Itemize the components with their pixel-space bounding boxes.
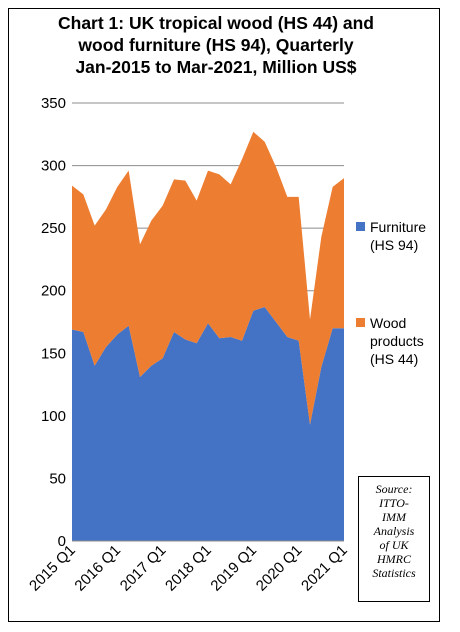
source-line: Analysis	[373, 524, 415, 538]
title-line-2: wood furniture (HS 94), Quarterly	[78, 35, 354, 55]
y-tick-label: 200	[41, 283, 66, 300]
y-tick-label: 50	[49, 470, 66, 487]
x-tick-label: 2016 Q1	[71, 542, 124, 595]
source-line: ITTO-	[379, 496, 409, 510]
legend-label: (HS 94)	[370, 237, 418, 253]
source-line: HMRC	[377, 552, 411, 566]
y-tick-label: 350	[41, 95, 66, 112]
legend-label: (HS 44)	[370, 351, 418, 367]
x-tick-label: 2021 Q1	[298, 542, 351, 595]
x-tick-label: 2019 Q1	[207, 542, 260, 595]
title-line-3: Jan-2015 to Mar-2021, Million US$	[75, 57, 357, 77]
stacked-areas	[72, 131, 344, 541]
y-tick-label: 300	[41, 158, 66, 175]
chart-title: Chart 1: UK tropical wood (HS 44) and wo…	[20, 12, 412, 78]
legend-label: products	[370, 333, 424, 349]
y-tick-label: 0	[58, 533, 66, 550]
title-line-1: Chart 1: UK tropical wood (HS 44) and	[58, 13, 374, 33]
series-area-1	[72, 131, 344, 425]
legend-label: Wood	[370, 315, 406, 331]
x-tick-label: 2018 Q1	[162, 542, 215, 595]
legend-label: Furniture	[370, 219, 426, 235]
x-tick-label: 2017 Q1	[117, 542, 170, 595]
legend-swatch	[356, 318, 365, 327]
x-tick-label: 2020 Q1	[253, 542, 306, 595]
series-area-0	[72, 306, 344, 541]
y-tick-label: 250	[41, 220, 66, 237]
y-tick-label: 150	[41, 345, 66, 362]
legend-swatch	[356, 222, 365, 231]
source-line: Statistics	[372, 566, 416, 580]
source-line: IMM	[382, 510, 406, 524]
y-tick-label: 100	[41, 408, 66, 425]
source-note: Source: ITTO- IMM Analysis of UK HMRC St…	[358, 476, 430, 602]
y-axis-ticks: 0 50 100 150 200 250 300 350	[41, 95, 66, 550]
source-line: Source:	[375, 482, 413, 496]
legend: Furniture (HS 94) Wood products (HS 44)	[356, 219, 426, 367]
source-line: of UK	[379, 538, 409, 552]
x-tick-label: 2015 Q1	[26, 542, 79, 595]
